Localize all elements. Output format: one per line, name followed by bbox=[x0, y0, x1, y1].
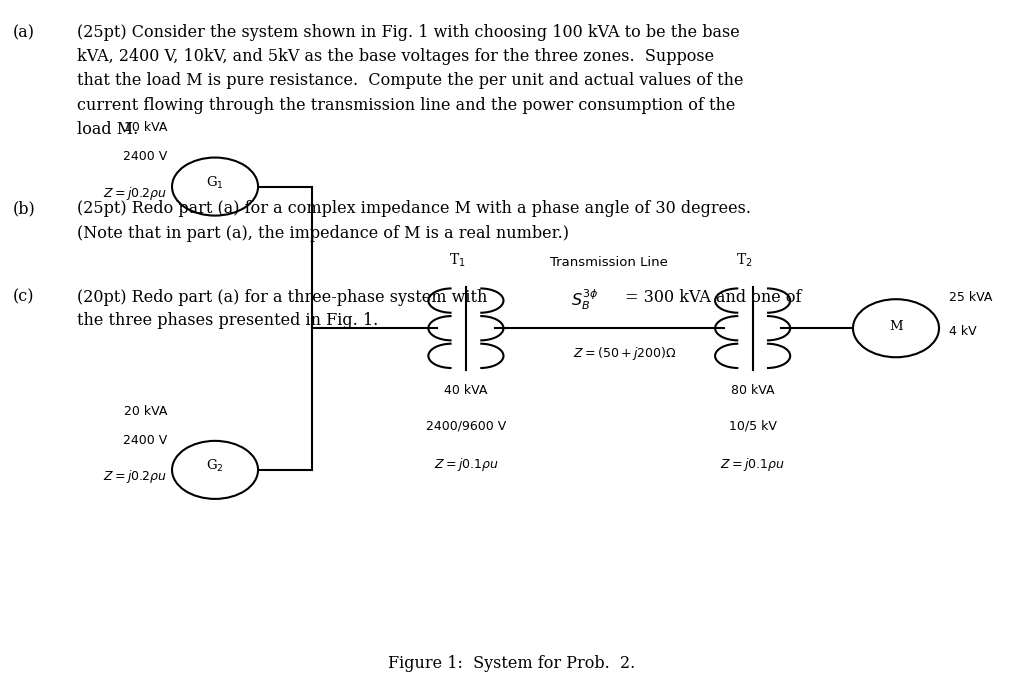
Text: T$_2$: T$_2$ bbox=[736, 252, 753, 269]
Text: G$_2$: G$_2$ bbox=[206, 458, 224, 475]
Text: $Z = (50 + j200)\Omega$: $Z = (50 + j200)\Omega$ bbox=[572, 346, 677, 363]
Text: (25pt) Redo part (a) for a complex impedance M with a phase angle of 30 degrees.: (25pt) Redo part (a) for a complex imped… bbox=[77, 200, 751, 242]
Text: = 300 kVA and one of: = 300 kVA and one of bbox=[625, 289, 801, 306]
Text: $Z = j0.1\rho u$: $Z = j0.1\rho u$ bbox=[433, 456, 499, 473]
Text: Figure 1:  System for Prob.  2.: Figure 1: System for Prob. 2. bbox=[388, 654, 636, 672]
Text: 2400/9600 V: 2400/9600 V bbox=[426, 419, 506, 433]
Text: 10/5 kV: 10/5 kV bbox=[729, 419, 776, 433]
Text: Transmission Line: Transmission Line bbox=[550, 256, 669, 269]
Text: $Z = j0.1\rho u$: $Z = j0.1\rho u$ bbox=[720, 456, 785, 473]
Text: T$_1$: T$_1$ bbox=[450, 252, 466, 269]
Text: $Z = j0.2\rho u$: $Z = j0.2\rho u$ bbox=[102, 468, 167, 485]
Circle shape bbox=[853, 299, 939, 357]
Text: 4 kV: 4 kV bbox=[949, 325, 977, 338]
Text: 10 kVA: 10 kVA bbox=[124, 122, 167, 134]
Text: M: M bbox=[889, 320, 903, 332]
Text: 20 kVA: 20 kVA bbox=[124, 405, 167, 417]
Text: (a): (a) bbox=[12, 24, 34, 41]
Text: 2400 V: 2400 V bbox=[123, 434, 167, 446]
Text: (b): (b) bbox=[12, 200, 35, 218]
Text: 80 kVA: 80 kVA bbox=[731, 384, 774, 397]
Circle shape bbox=[172, 158, 258, 216]
Text: (20pt) Redo part (a) for a three-phase system with: (20pt) Redo part (a) for a three-phase s… bbox=[77, 289, 493, 306]
Text: (c): (c) bbox=[12, 289, 34, 306]
Circle shape bbox=[172, 441, 258, 499]
Text: G$_1$: G$_1$ bbox=[206, 175, 224, 191]
Text: 2400 V: 2400 V bbox=[123, 151, 167, 163]
Text: $S_B^{3\phi}$: $S_B^{3\phi}$ bbox=[571, 287, 599, 312]
Text: $Z = j0.2\rho u$: $Z = j0.2\rho u$ bbox=[102, 185, 167, 202]
Text: 25 kVA: 25 kVA bbox=[949, 291, 992, 303]
Text: 40 kVA: 40 kVA bbox=[444, 384, 487, 397]
Text: (25pt) Consider the system shown in Fig. 1 with choosing 100 kVA to be the base
: (25pt) Consider the system shown in Fig.… bbox=[77, 24, 743, 138]
Text: the three phases presented in Fig. 1.: the three phases presented in Fig. 1. bbox=[77, 312, 378, 329]
